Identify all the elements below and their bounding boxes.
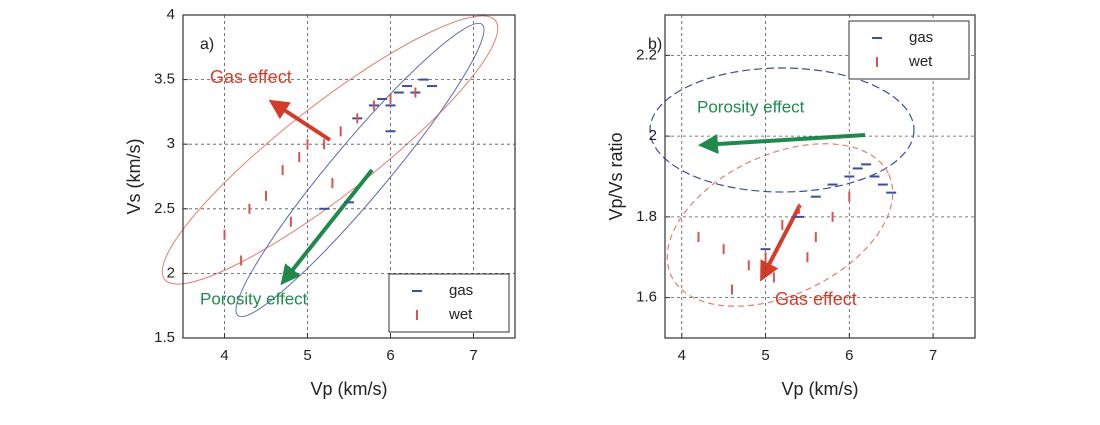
y-tick-label: 2 [167,264,175,281]
y-tick-label: 3 [167,135,175,152]
legend-frame [848,20,970,80]
x-tick-label: 5 [761,347,769,364]
y-tick-label: 2.5 [154,200,175,217]
porosity-arrow [280,168,374,286]
y-axis-label: Vs (km/s) [124,139,144,215]
x-tick-label: 4 [678,347,686,364]
legend-label: gas [909,29,933,46]
x-axis-label: Vp (km/s) [310,379,387,399]
y-tick-label: 2.2 [636,46,657,63]
annotation: a) [200,36,214,53]
annotation: Porosity effect [697,97,805,116]
y-tick-label: 2 [649,127,657,144]
gas-ellipse [235,22,485,318]
x-axis-label: Vp (km/s) [781,379,858,399]
y-tick-label: 1.6 [636,289,657,306]
x-tick-label: 6 [386,347,394,364]
legend: gas wet [848,20,970,80]
plot-frame [182,14,516,339]
gas-ellipse [649,67,915,193]
y-tick-label: 4 [167,6,175,23]
wet-ellipse [161,15,499,285]
legend-frame [388,273,510,333]
annotation: b) [648,36,662,53]
x-tick-label: 6 [845,347,853,364]
scatter-chart: 4 5 6 7 1.6 1.8 2 2.2 Vp (km/s) Vp/Vs ratio gas wet… [606,14,976,399]
annotation: Gas effect [775,289,857,309]
x-tick-label: 7 [469,347,477,364]
y-tick-label: 1.5 [154,329,175,346]
plot-frame [664,14,976,339]
x-tick-label: 5 [303,347,311,364]
scatter-chart: 4 5 6 7 1.5 2 2.5 3 3.5 4 Vp (km/s) Vs (km/s) gas wet… [124,6,516,399]
legend: gas wet [388,273,510,333]
legend-label: wet [448,306,473,323]
porosity-arrow [698,133,866,155]
x-tick-label: 7 [929,347,937,364]
annotation: Gas effect [210,67,292,87]
gas-arrow [268,99,332,142]
y-tick-label: 1.8 [636,208,657,225]
legend-label: wet [908,53,933,70]
y-axis-label: Vp/Vs ratio [606,132,626,220]
y-tick-label: 3.5 [154,71,175,88]
legend-label: gas [449,282,473,299]
wet-ellipse [666,143,894,307]
x-tick-label: 4 [220,347,228,364]
annotation: Porosity effect [200,289,308,308]
